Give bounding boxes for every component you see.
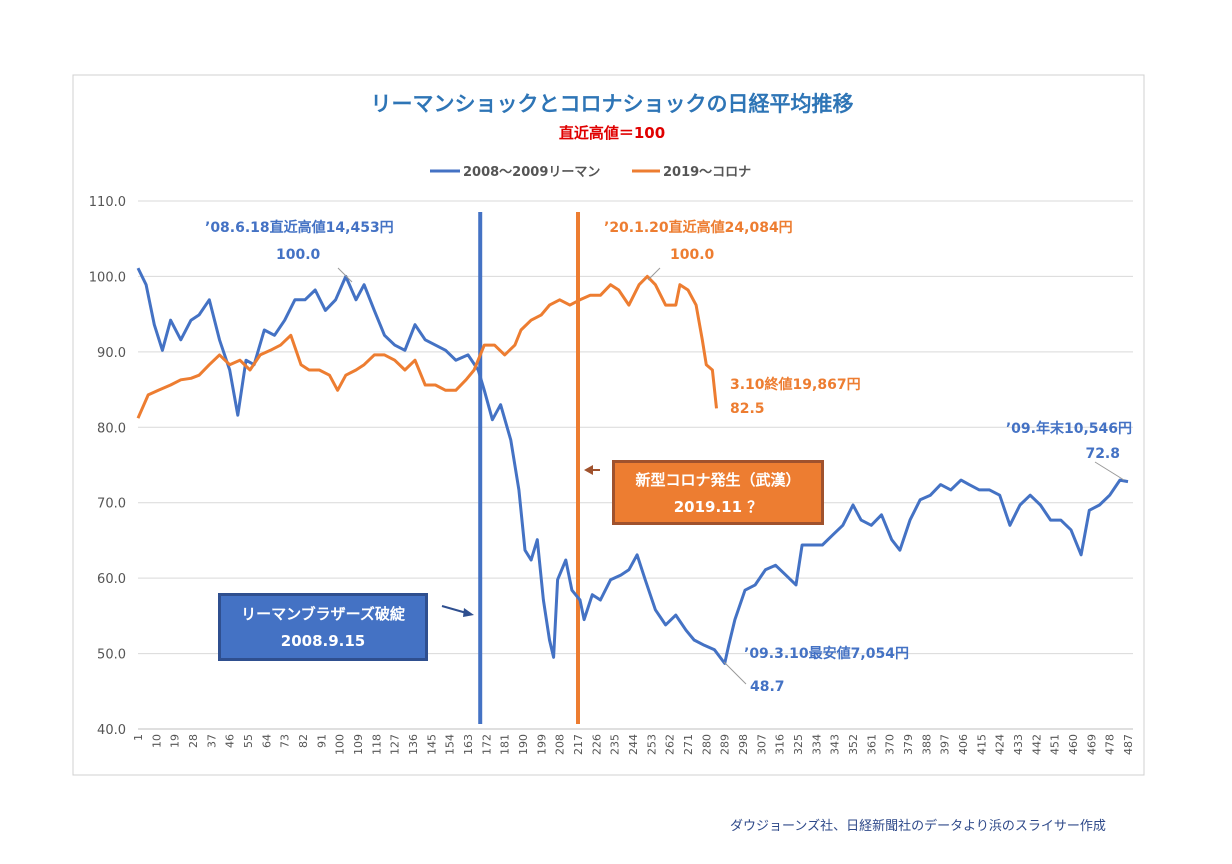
x-tick-label: 1	[132, 734, 145, 741]
x-tick-label: 397	[939, 734, 952, 755]
x-tick-label: 55	[242, 734, 255, 748]
x-tick-label: 487	[1122, 734, 1135, 755]
source-credit: ダウジョーンズ社、日経新聞社のデータより浜のスライサー作成	[730, 819, 1106, 834]
series-line-lehman	[136, 267, 1129, 665]
x-tick-label: 127	[389, 734, 402, 755]
x-tick-label: 289	[719, 734, 732, 755]
lehman-box-line2: 2008.9.15	[280, 632, 366, 650]
annotation-corona-last-label: 3.10終値19,867円	[730, 376, 861, 393]
x-tick-label: 262	[664, 734, 677, 755]
legend-label-lehman: 2008～2009リーマン	[463, 165, 600, 180]
chart-frame	[72, 74, 1145, 776]
y-tick-label: 50.0	[97, 648, 126, 663]
x-tick-label: 64	[260, 734, 273, 748]
x-tick-label: 370	[884, 734, 897, 755]
x-tick-label: 388	[920, 734, 933, 755]
x-tick-label: 316	[774, 734, 787, 755]
x-tick-label: 343	[829, 734, 842, 755]
x-tick-label: 28	[187, 734, 200, 748]
chart-title: リーマンショックとコロナショックの日経平均推移	[371, 92, 854, 116]
annotation-leader-line	[723, 661, 747, 685]
x-tick-label: 478	[1104, 734, 1117, 755]
x-tick-label: 325	[792, 734, 805, 755]
x-tick-label: 46	[224, 734, 237, 748]
x-tick-label: 145	[425, 734, 438, 755]
annotation-lehman-end-label: ’09.年末10,546円	[1006, 420, 1132, 437]
corona-box-line2: 2019.11 ？	[673, 498, 763, 516]
x-tick-label: 415	[975, 734, 988, 755]
annotation-corona-high-label: ’20.1.20直近高値24,084円	[604, 219, 793, 236]
arrow-head-icon	[463, 608, 474, 617]
annotation-leader-line	[647, 267, 661, 281]
x-tick-label: 136	[407, 734, 420, 755]
x-tick-label: 280	[700, 734, 713, 755]
x-tick-label: 271	[682, 734, 695, 755]
annotation-lehman-high-value: 100.0	[276, 247, 321, 263]
annotation-leader-line	[337, 267, 353, 283]
x-tick-label: 19	[169, 734, 182, 748]
x-tick-label: 199	[535, 734, 548, 755]
annotation-corona-last-value: 82.5	[730, 401, 765, 417]
x-tick-label: 73	[279, 734, 292, 748]
arrow-head-icon	[584, 465, 593, 475]
x-tick-label: 118	[370, 734, 383, 755]
x-tick-label: 82	[297, 734, 310, 748]
x-tick-label: 307	[755, 734, 768, 755]
annotation-lehman-low-value: 48.7	[750, 679, 785, 695]
annotation-corona-high-value: 100.0	[670, 247, 715, 263]
y-tick-label: 110.0	[89, 195, 126, 210]
y-tick-label: 70.0	[97, 497, 126, 512]
x-tick-label: 154	[444, 734, 457, 755]
x-tick-label: 190	[517, 734, 530, 755]
annotation-lehman-high-label: ’08.6.18直近高値14,453円	[205, 219, 394, 236]
annotation-leader-line	[1094, 461, 1125, 481]
x-tick-label: 442	[1030, 734, 1043, 755]
x-tick-label: 424	[994, 734, 1007, 755]
x-tick-label: 406	[957, 734, 970, 755]
x-tick-label: 334	[810, 734, 823, 755]
lehman-box-line1: リーマンブラザーズ破綻	[241, 605, 405, 623]
x-tick-label: 253	[645, 734, 658, 755]
y-tick-label: 80.0	[97, 421, 126, 436]
corona-box-line1: 新型コロナ発生（武漢）	[635, 471, 801, 489]
lehman-bankruptcy-box: リーマンブラザーズ破綻 2008.9.15	[218, 593, 428, 661]
x-tick-label: 91	[315, 734, 328, 748]
x-tick-label: 244	[627, 734, 640, 755]
x-tick-label: 361	[865, 734, 878, 755]
x-tick-label: 352	[847, 734, 860, 755]
x-tick-label: 469	[1085, 734, 1098, 755]
x-tick-label: 433	[1012, 734, 1025, 755]
annotation-lehman-low-label: ’09.3.10最安値7,054円	[744, 645, 909, 662]
x-tick-label: 379	[902, 734, 915, 755]
x-tick-label: 172	[480, 734, 493, 755]
x-tick-label: 226	[590, 734, 603, 755]
x-tick-label: 10	[150, 734, 163, 748]
legend-label-corona: 2019～コロナ	[663, 165, 751, 180]
y-tick-label: 40.0	[97, 723, 126, 738]
x-tick-label: 163	[462, 734, 475, 755]
y-tick-label: 90.0	[97, 346, 126, 361]
corona-outbreak-box: 新型コロナ発生（武漢） 2019.11 ？	[612, 460, 824, 525]
x-tick-label: 100	[334, 734, 347, 755]
x-tick-label: 235	[609, 734, 622, 755]
chart-subtitle: 直近高値＝100	[559, 124, 665, 142]
annotation-lehman-end-value: 72.8	[1085, 446, 1120, 462]
x-tick-label: 217	[572, 734, 585, 755]
x-tick-label: 37	[205, 734, 218, 748]
series-line-corona	[136, 274, 718, 419]
y-tick-label: 60.0	[97, 572, 126, 587]
x-tick-label: 451	[1049, 734, 1062, 755]
x-tick-label: 460	[1067, 734, 1080, 755]
x-tick-label: 109	[352, 734, 365, 755]
x-tick-label: 208	[554, 734, 567, 755]
y-tick-label: 100.0	[89, 270, 126, 285]
x-tick-label: 181	[499, 734, 512, 755]
x-tick-label: 298	[737, 734, 750, 755]
